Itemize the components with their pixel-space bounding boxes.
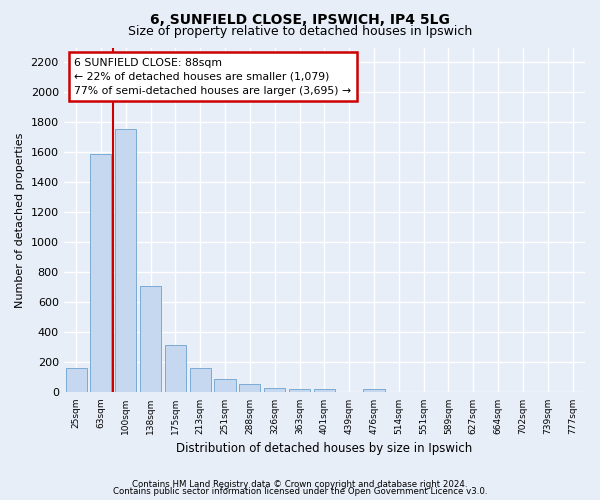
X-axis label: Distribution of detached houses by size in Ipswich: Distribution of detached houses by size … [176,442,472,455]
Text: Contains public sector information licensed under the Open Government Licence v3: Contains public sector information licen… [113,487,487,496]
Bar [190,368,211,392]
Bar [140,286,161,393]
Bar [115,129,136,392]
Bar [214,379,236,392]
Text: Contains HM Land Registry data © Crown copyright and database right 2024.: Contains HM Land Registry data © Crown c… [132,480,468,489]
Text: Size of property relative to detached houses in Ipswich: Size of property relative to detached ho… [128,25,472,38]
Bar [165,345,186,393]
Bar [264,388,285,392]
Bar [289,390,310,392]
Bar [239,384,260,392]
Bar [314,390,335,392]
Text: 6 SUNFIELD CLOSE: 88sqm
← 22% of detached houses are smaller (1,079)
77% of semi: 6 SUNFIELD CLOSE: 88sqm ← 22% of detache… [74,58,351,96]
Bar [65,368,86,392]
Text: 6, SUNFIELD CLOSE, IPSWICH, IP4 5LG: 6, SUNFIELD CLOSE, IPSWICH, IP4 5LG [150,12,450,26]
Bar [364,390,385,392]
Y-axis label: Number of detached properties: Number of detached properties [15,132,25,308]
Bar [91,154,112,392]
